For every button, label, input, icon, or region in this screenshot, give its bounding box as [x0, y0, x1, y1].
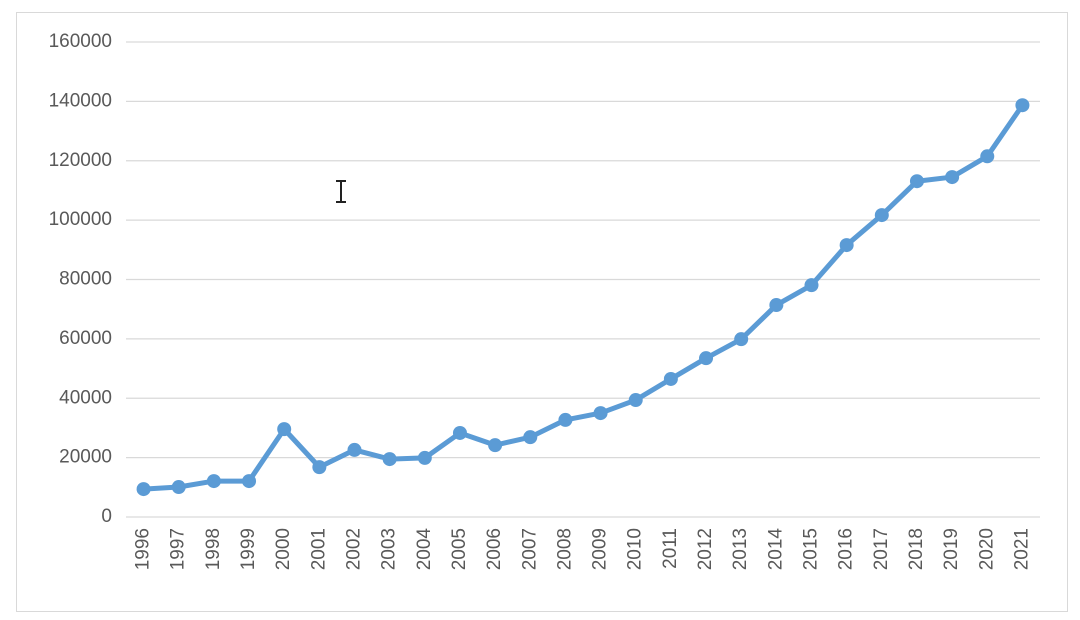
marker — [593, 406, 608, 421]
x-tick-label: 2012 — [695, 528, 716, 570]
y-tick-label: 0 — [101, 506, 112, 527]
marker — [242, 474, 257, 489]
y-tick-label: 60000 — [59, 328, 112, 349]
x-tick-label: 2014 — [765, 528, 786, 571]
marker — [277, 422, 292, 437]
y-tick-label: 80000 — [59, 269, 112, 290]
marker — [452, 425, 467, 440]
x-tick-label: 2020 — [976, 528, 997, 570]
chart-frame — [16, 12, 1068, 612]
x-tick-label: 1999 — [238, 528, 259, 570]
marker — [945, 170, 960, 185]
x-tick-label: 2017 — [871, 528, 892, 570]
marker — [206, 474, 221, 489]
marker — [909, 174, 924, 189]
y-tick-label: 20000 — [59, 447, 112, 468]
y-tick-label: 100000 — [49, 209, 112, 230]
y-tick-label: 40000 — [59, 387, 112, 408]
x-tick-label: 2018 — [906, 528, 927, 570]
marker — [382, 452, 397, 467]
x-tick-label: 2005 — [449, 528, 470, 570]
x-tick-label: 2015 — [801, 528, 822, 570]
marker — [488, 438, 503, 453]
x-tick-label: 2010 — [625, 528, 646, 570]
x-tick-label: 2019 — [941, 528, 962, 570]
text-cursor — [336, 180, 346, 203]
marker — [839, 238, 854, 253]
marker — [171, 480, 186, 495]
x-tick-label: 2021 — [1011, 528, 1032, 570]
marker — [136, 482, 151, 497]
line — [143, 103, 1025, 492]
marker — [312, 460, 327, 475]
marker — [417, 450, 432, 465]
marker — [628, 393, 643, 408]
y-tick-label: 160000 — [49, 31, 112, 52]
marker — [980, 149, 995, 164]
marker — [663, 371, 678, 386]
marker — [734, 332, 749, 347]
y-tick-label: 120000 — [49, 150, 112, 171]
marker — [1015, 98, 1030, 113]
x-tick-label: 2007 — [519, 528, 540, 570]
marker — [558, 412, 573, 427]
x-tick-label: 1998 — [203, 528, 224, 570]
marker — [347, 442, 362, 457]
x-tick-label: 2008 — [554, 528, 575, 570]
x-tick-label: 2009 — [590, 528, 611, 570]
x-tick-label: 1996 — [133, 528, 154, 570]
x-tick-label: 2004 — [414, 528, 435, 571]
x-tick-label: 1997 — [168, 528, 189, 570]
x-tick-label: 2002 — [344, 528, 365, 570]
x-tick-label: 2013 — [730, 528, 751, 570]
x-tick-label: 2006 — [484, 528, 505, 570]
marker — [874, 208, 889, 223]
x-tick-label: 2011 — [660, 528, 681, 569]
marker — [523, 430, 538, 445]
marker — [699, 351, 714, 366]
x-tick-label: 2000 — [273, 528, 294, 570]
marker — [769, 298, 784, 313]
y-tick-label: 140000 — [49, 90, 112, 111]
x-tick-label: 2016 — [836, 528, 857, 570]
marker — [804, 278, 819, 293]
x-tick-label: 2003 — [379, 528, 400, 570]
x-tick-label: 2001 — [308, 528, 329, 570]
